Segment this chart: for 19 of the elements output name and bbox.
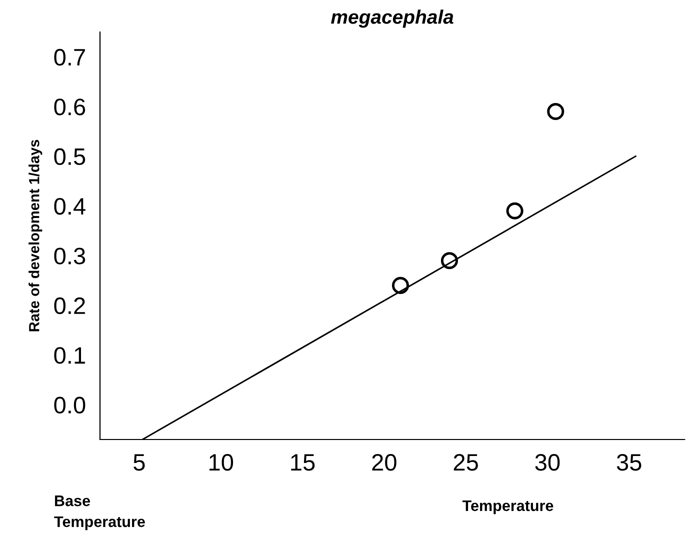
- x-tick-label: 20: [372, 454, 396, 471]
- y-tick-label: 0.1: [54, 347, 85, 364]
- y-tick-label: 0.5: [54, 148, 86, 166]
- x-tick-label: 35: [616, 454, 642, 471]
- y-tick-label: 0.4: [54, 198, 86, 215]
- chart-title: megacephala: [331, 10, 454, 28]
- y-axis-title: Rate of development 1/days: [28, 140, 42, 332]
- x-tick-label: 10: [210, 454, 234, 471]
- text: Base Temperature: [54, 496, 145, 530]
- y-tick-label: 0.6: [54, 98, 86, 116]
- x-tick-label: 25: [454, 454, 478, 471]
- y-tick-label: 0.0: [54, 396, 86, 414]
- y-tick-label: 0.2: [54, 297, 85, 314]
- y-tick-label: 0.3: [54, 248, 86, 264]
- x-tick-label: 30: [535, 454, 560, 471]
- x-tick-label: 15: [291, 454, 315, 471]
- x-tick-label: 5: [134, 454, 145, 471]
- y-tick-label: 0.7: [54, 48, 85, 66]
- x-axis-title: Temperature: [462, 500, 554, 514]
